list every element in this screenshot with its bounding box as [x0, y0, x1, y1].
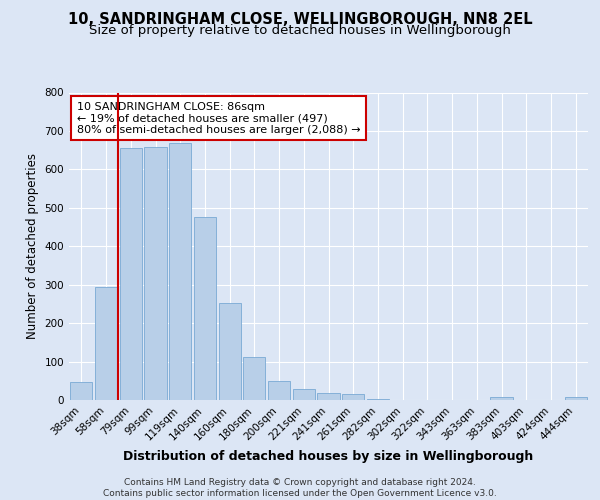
Bar	[70, 382, 92, 400]
Bar	[218, 303, 241, 400]
Bar	[268, 381, 290, 400]
Text: 10, SANDRINGHAM CLOSE, WELLINGBOROUGH, NN8 2EL: 10, SANDRINGHAM CLOSE, WELLINGBOROUGH, N…	[68, 12, 532, 28]
Text: 10 SANDRINGHAM CLOSE: 86sqm
← 19% of detached houses are smaller (497)
80% of se: 10 SANDRINGHAM CLOSE: 86sqm ← 19% of det…	[77, 102, 361, 135]
Bar	[317, 394, 340, 400]
Bar	[342, 394, 364, 400]
Text: Contains HM Land Registry data © Crown copyright and database right 2024.
Contai: Contains HM Land Registry data © Crown c…	[103, 478, 497, 498]
Bar	[119, 148, 142, 400]
Bar	[95, 286, 117, 400]
X-axis label: Distribution of detached houses by size in Wellingborough: Distribution of detached houses by size …	[124, 450, 533, 463]
Y-axis label: Number of detached properties: Number of detached properties	[26, 153, 39, 339]
Bar	[293, 389, 315, 400]
Bar	[194, 216, 216, 400]
Bar	[243, 356, 265, 400]
Bar	[565, 397, 587, 400]
Bar	[169, 143, 191, 400]
Bar	[490, 397, 512, 400]
Text: Size of property relative to detached houses in Wellingborough: Size of property relative to detached ho…	[89, 24, 511, 37]
Bar	[145, 147, 167, 400]
Bar	[367, 399, 389, 400]
